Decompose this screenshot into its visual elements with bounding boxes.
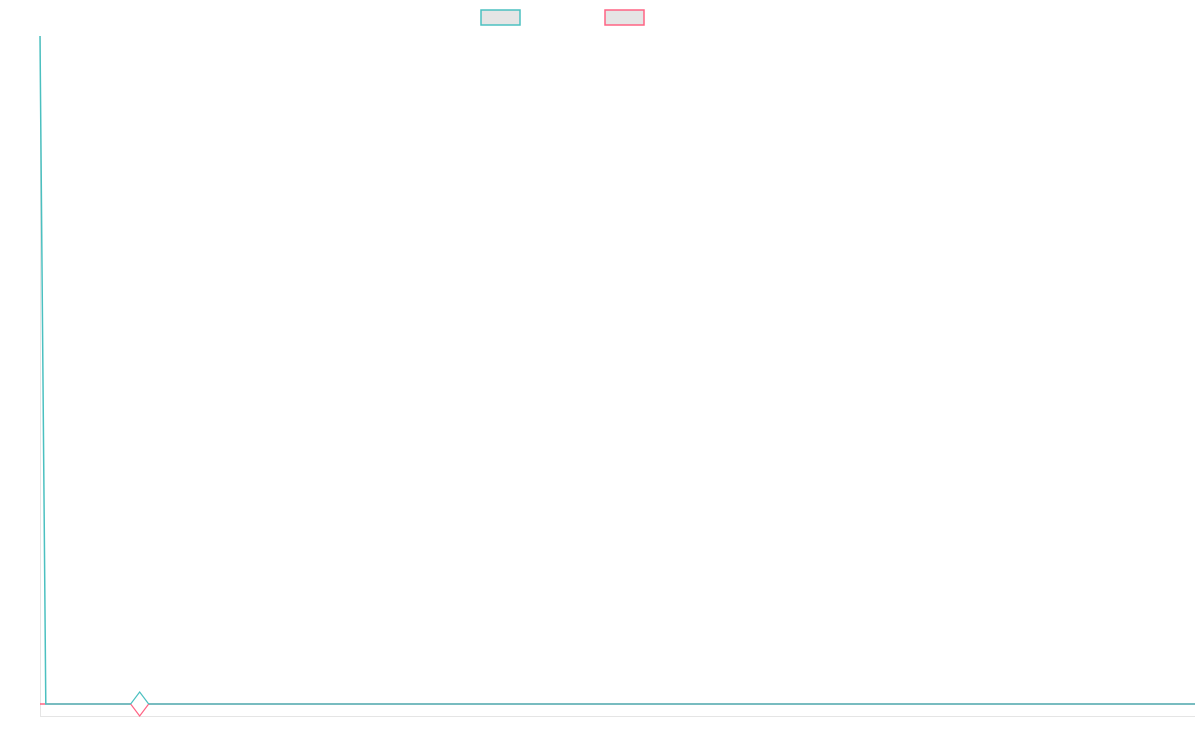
series-line-1 [39,35,1195,705]
legend [480,9,645,26]
legend-swatch-1[interactable] [480,9,521,26]
legend-swatch-2[interactable] [604,9,645,26]
data-point-series-1[interactable] [130,690,150,705]
series-group [39,35,1195,717]
data-point-series-2[interactable] [130,703,150,717]
